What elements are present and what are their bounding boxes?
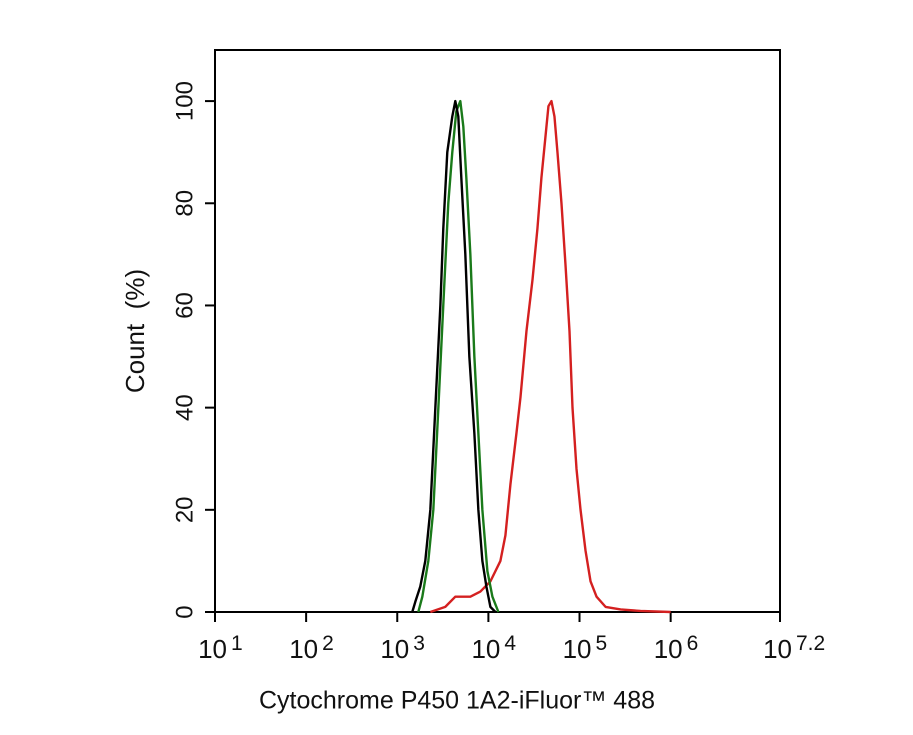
- y-tick-label: 40: [171, 394, 198, 421]
- x-tick-exponent: 7.2: [796, 632, 825, 655]
- y-tick-label: 20: [171, 496, 198, 523]
- x-tick-exponent: 6: [687, 632, 699, 655]
- x-tick-exponent: 5: [596, 632, 608, 655]
- histogram-line: [417, 99, 500, 613]
- y-tick-label: 60: [171, 292, 198, 319]
- x-axis-label: Cytochrome P450 1A2-iFluor™ 488: [259, 687, 655, 715]
- plot-frame: [214, 49, 781, 613]
- x-tick-label: 10: [289, 634, 318, 664]
- x-tick-label: 10: [654, 634, 683, 664]
- histogram-line: [429, 99, 671, 614]
- y-tick-label: 80: [171, 190, 198, 217]
- x-tick-exponent: 1: [231, 632, 243, 655]
- x-tick-exponent: 2: [322, 632, 334, 655]
- x-tick-exponent: 4: [504, 632, 516, 655]
- x-tick-label: 10: [763, 634, 792, 664]
- y-tick-label: 100: [171, 81, 198, 121]
- x-tick-label: 10: [380, 634, 409, 664]
- x-tick-label: 10: [198, 634, 227, 664]
- x-tick-label: 10: [563, 634, 592, 664]
- x-tick-exponent: 3: [413, 632, 425, 655]
- histogram-line: [411, 99, 497, 613]
- x-tick-label: 10: [471, 634, 500, 664]
- y-tick-label: 0: [171, 605, 198, 618]
- y-axis-label: Count (%): [120, 269, 150, 393]
